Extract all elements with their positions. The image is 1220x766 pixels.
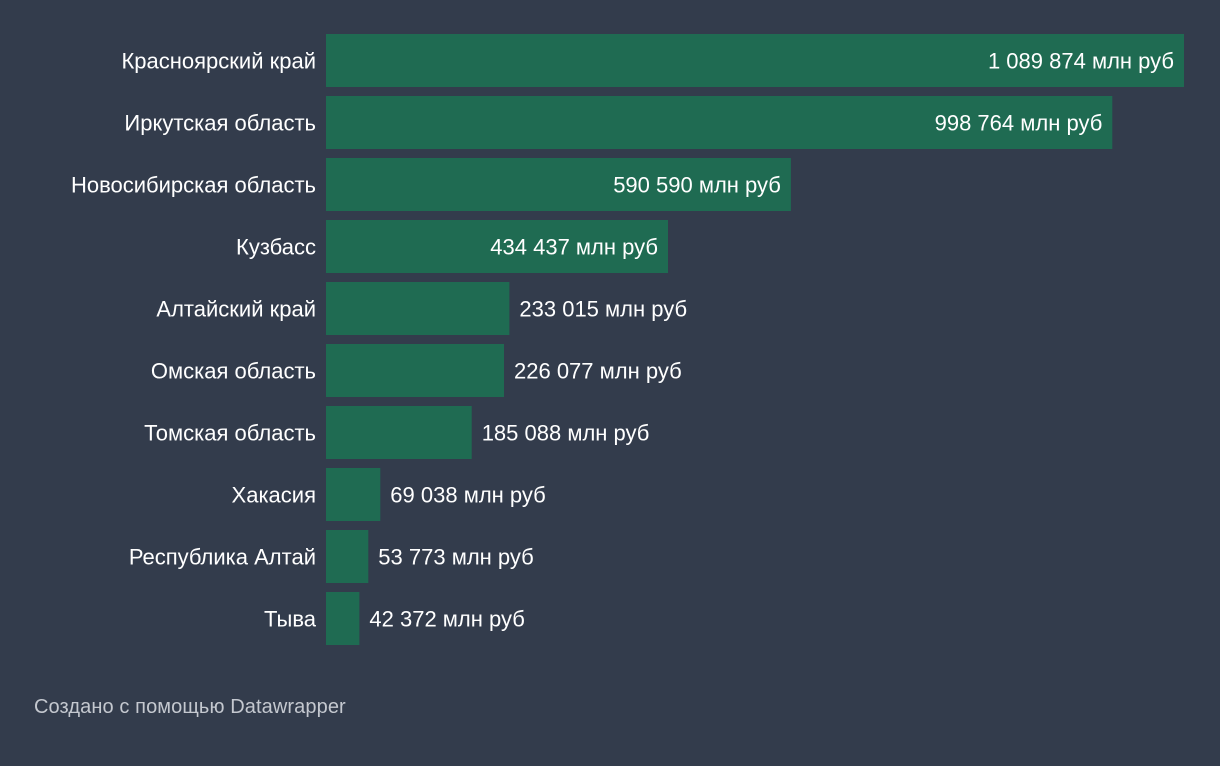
category-label: Кузбасс [236, 235, 316, 260]
value-label: 69 038 млн руб [390, 483, 545, 508]
category-label: Хакасия [232, 483, 316, 508]
category-label: Республика Алтай [129, 545, 316, 570]
chart-area: Красноярский край 1 089 874 млн руб Иркутс… [71, 34, 1184, 645]
category-label: Иркутская область [124, 111, 316, 136]
bar [326, 530, 369, 583]
value-label: 233 015 млн руб [519, 297, 687, 322]
datawrapper-credit[interactable]: Создано с помощью Datawrapper [34, 696, 346, 718]
bar [326, 220, 668, 273]
bar [326, 34, 1184, 87]
value-label: 226 077 млн руб [514, 359, 682, 384]
value-label: 434 437 млн руб [490, 235, 658, 260]
bar [326, 592, 360, 645]
bar-chart: Красноярский край 1 089 874 млн руб Иркутс… [71, 34, 1184, 645]
bar [326, 344, 504, 397]
bar [326, 468, 381, 521]
value-label: 998 764 млн руб [935, 111, 1103, 136]
value-label: 185 088 млн руб [482, 421, 650, 446]
bar [326, 406, 472, 459]
value-label: 590 590 млн руб [613, 173, 781, 198]
bar [326, 96, 1113, 149]
bar [326, 158, 791, 211]
category-label: Алтайский край [156, 297, 316, 322]
bar [326, 282, 510, 335]
category-label: Омская область [151, 359, 316, 384]
category-label: Тыва [264, 607, 317, 632]
category-label: Красноярский край [121, 49, 316, 74]
value-label: 42 372 млн руб [369, 607, 524, 632]
value-label: 1 089 874 млн руб [988, 49, 1174, 74]
category-label: Томская область [144, 421, 316, 446]
category-label: Новосибирская область [71, 173, 316, 198]
value-label: 53 773 млн руб [378, 545, 533, 570]
